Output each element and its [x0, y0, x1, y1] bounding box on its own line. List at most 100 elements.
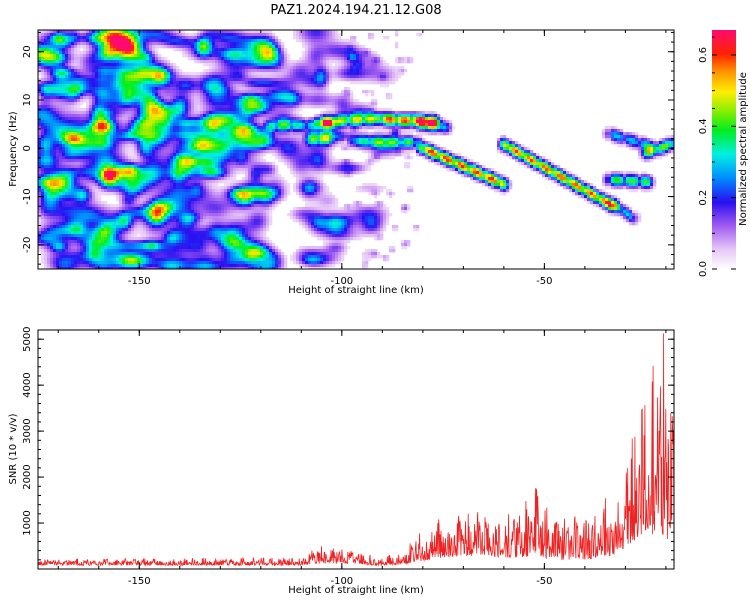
spectrogram-cell: [224, 30, 228, 34]
spectrogram-cell: [362, 114, 366, 118]
spectrogram-cell: [230, 117, 234, 121]
spectrogram-cell: [416, 147, 420, 151]
spectrogram-cell: [344, 69, 348, 73]
spectrogram-cell: [41, 150, 45, 154]
spectrogram-cell: [158, 30, 162, 34]
spectrogram-cell: [236, 72, 240, 76]
spectrogram-cell: [350, 129, 354, 133]
spectrogram-cell: [260, 105, 264, 109]
spectrogram-cell: [215, 45, 219, 49]
spectrogram-cell: [161, 63, 165, 67]
spectrogram-cell: [122, 54, 126, 58]
spectrogram-cell: [44, 114, 48, 118]
spectrogram-cell: [68, 42, 72, 46]
spectrogram-cell: [293, 150, 297, 154]
spectrogram-cell: [110, 93, 114, 97]
spectrogram-cell: [77, 147, 81, 151]
spectrogram-cell: [122, 126, 126, 130]
spectrogram-cell: [425, 117, 429, 121]
spectrogram-cell: [440, 123, 444, 127]
spectrogram-cell: [368, 81, 372, 85]
spectrogram-cell: [89, 60, 93, 64]
spectrogram-cell: [245, 42, 249, 46]
spectrogram-cell: [305, 66, 309, 70]
spectrogram-cell: [44, 123, 48, 127]
spectrogram-cell: [344, 111, 348, 115]
spectrogram-cell: [293, 111, 297, 115]
spectrogram-cell: [644, 135, 648, 139]
spectrogram-cell: [140, 129, 144, 133]
spectrogram-cell: [242, 147, 246, 151]
spectrogram-cell: [368, 60, 372, 64]
spectrogram-cell: [116, 45, 120, 49]
spectrogram-cell: [626, 132, 630, 136]
spectrogram-cell: [323, 54, 327, 58]
spectrogram-cell: [155, 117, 159, 121]
spectrogram-cell: [68, 84, 72, 88]
spectrogram-cell: [362, 144, 366, 148]
spectrogram-cell: [326, 96, 330, 100]
spectrogram-cell: [173, 132, 177, 136]
spectrogram-cell: [416, 135, 420, 139]
spectrogram-cell: [122, 90, 126, 94]
spectrogram-cell: [305, 60, 309, 64]
spectrogram-cell: [356, 51, 360, 55]
spectrogram-cell: [614, 132, 618, 136]
spectrogram-cell: [56, 99, 60, 103]
spectrogram-cell: [134, 45, 138, 49]
spectrogram-cell: [416, 111, 420, 115]
spectrogram-cell: [311, 48, 315, 52]
spectrogram-cell: [368, 105, 372, 109]
spectrogram-cell: [101, 60, 105, 64]
spectrogram-cell: [113, 108, 117, 112]
spectrogram-cell: [197, 102, 201, 106]
spectrogram-cell: [368, 126, 372, 130]
spectrogram-cell: [254, 96, 258, 100]
spectrogram-cell: [260, 141, 264, 145]
spectrogram-cell: [263, 54, 267, 58]
spectrogram-cell: [374, 57, 378, 61]
spectrogram-cell: [86, 33, 90, 37]
spectrogram-cell: [290, 150, 294, 154]
spectrogram-cell: [131, 108, 135, 112]
spectrogram-cell: [368, 138, 372, 142]
spectrogram-cell: [344, 72, 348, 76]
spectrogram-cell: [50, 30, 54, 34]
spectrogram-cell: [356, 114, 360, 118]
spectrogram-cell: [176, 84, 180, 88]
spectrogram-cell: [101, 105, 105, 109]
spectrogram-cell: [329, 129, 333, 133]
spectrogram-cell: [155, 39, 159, 43]
spectrogram-cell: [296, 117, 300, 121]
spectrogram-cell: [152, 150, 156, 154]
spectrogram-cell: [176, 81, 180, 85]
spectrogram-cell: [203, 129, 207, 133]
spectrogram-cell: [254, 42, 258, 46]
spectrogram-cell: [92, 69, 96, 73]
spectrogram-cell: [137, 48, 141, 52]
spectrogram-cell: [254, 30, 258, 34]
spectrogram-cell: [149, 120, 153, 124]
spectrogram-cell: [317, 42, 321, 46]
spectrogram-cell: [224, 42, 228, 46]
spectrogram-cell: [200, 147, 204, 151]
spectrogram-cell: [275, 96, 279, 100]
spectrogram-cell: [101, 120, 105, 124]
spectrogram-cell: [197, 105, 201, 109]
spectrogram-cell: [77, 81, 81, 85]
spectrogram-cell: [89, 33, 93, 37]
spectrogram-cell: [152, 33, 156, 37]
spectrogram-cell: [140, 144, 144, 148]
spectrogram-cell: [188, 114, 192, 118]
spectrogram-cell: [140, 111, 144, 115]
spectrogram-cell: [188, 87, 192, 91]
spectrogram-cell: [239, 54, 243, 58]
spectrogram-cell: [293, 144, 297, 148]
spectrogram-cell: [62, 84, 66, 88]
spectrogram-cell: [116, 129, 120, 133]
spectrogram-cell: [155, 102, 159, 106]
spectrogram-cell: [395, 57, 399, 61]
spectrogram-cell: [71, 30, 75, 34]
spectrogram-cell: [128, 96, 132, 100]
spectrogram-cell: [197, 72, 201, 76]
